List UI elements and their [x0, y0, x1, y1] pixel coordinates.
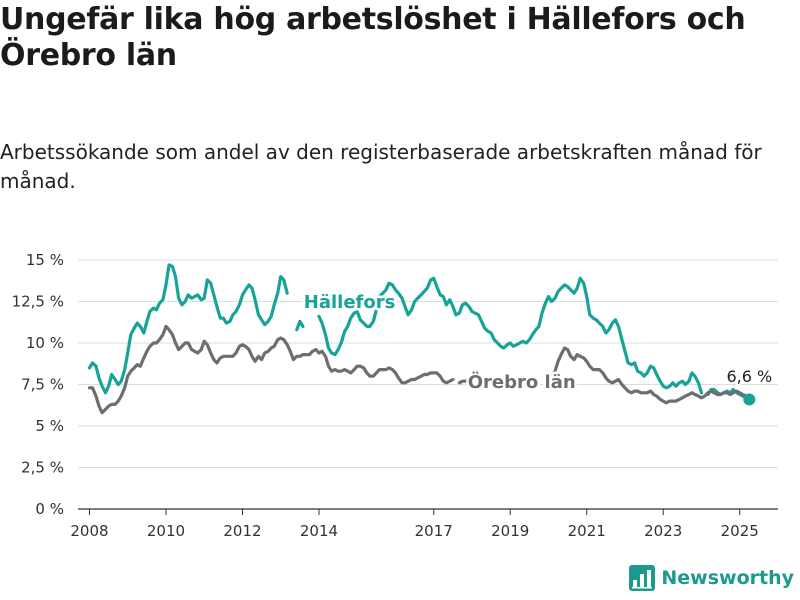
y-tick-label: 12,5 %: [12, 293, 64, 311]
x-tick-label: 2008: [70, 522, 108, 540]
x-tick-label: 2023: [644, 522, 682, 540]
x-tick-label: 2014: [300, 522, 338, 540]
x-tick-label: 2010: [147, 522, 185, 540]
chart-title: Ungefär lika hög arbetslöshet i Hällefor…: [0, 2, 746, 73]
y-tick-label: 10 %: [26, 334, 64, 352]
x-tick-label: 2012: [223, 522, 261, 540]
bar-chart-logo-icon: [629, 565, 656, 591]
x-tick-label: 2017: [415, 522, 453, 540]
y-tick-label: 7,5 %: [21, 376, 64, 394]
annotations: Hällefors Örebro län 6,6 %: [301, 290, 774, 396]
series-line-hallefors: [87, 263, 289, 395]
series-line-hallefors: [317, 276, 704, 395]
y-tick-label: 0 %: [35, 500, 64, 518]
chart-subtitle: Arbetssökande som andel av den registerb…: [0, 140, 762, 193]
y-tick-label: 5 %: [35, 417, 64, 435]
series-line-orebro: [543, 346, 748, 405]
end-value-label: 6,6 %: [726, 367, 772, 386]
y-axis: 0 % 2,5 % 5 % 7,5 % 10 % 12,5 % 15 %: [12, 251, 64, 518]
series-group: [87, 263, 756, 415]
line-chart: 0 %2,5 %5 %7,5 %10 %12,5 %15 % 2008 2010 2…: [12, 251, 778, 540]
y-tick-label: 15 %: [26, 251, 64, 269]
end-point-marker: [743, 393, 756, 406]
grid: [78, 259, 778, 468]
x-tick-label: 2021: [568, 522, 606, 540]
series-line-orebro: [87, 324, 455, 415]
series-label-hallefors: Hällefors: [304, 292, 396, 313]
x-tick-label: 2019: [491, 522, 529, 540]
brand: Newsworthy: [629, 564, 794, 592]
x-axis: 2008 2010 2012 2014 2017 2019 2021 2023 2025: [70, 508, 778, 540]
x-tick-label: 2025: [721, 522, 759, 540]
brand-name: Newsworthy: [661, 567, 794, 589]
series-line-orebro: [457, 377, 471, 385]
series-label-orebro: Örebro län: [468, 371, 576, 393]
y-tick-label: 2,5 %: [21, 459, 64, 477]
series-line-hallefors: [295, 319, 305, 332]
